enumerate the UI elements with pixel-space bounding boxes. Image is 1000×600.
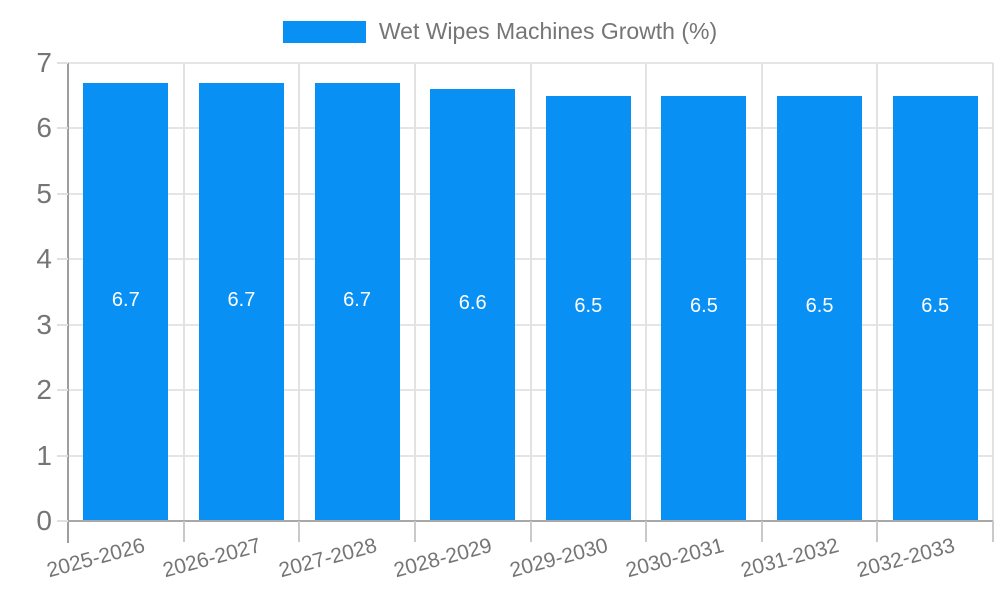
y-axis-tick-label: 2 xyxy=(36,374,52,406)
bar-value-label: 6.5 xyxy=(690,295,718,318)
v-gridline xyxy=(645,63,648,521)
y-axis-tick xyxy=(57,258,68,261)
x-axis-tick xyxy=(645,521,648,542)
bar-2027-2028[interactable] xyxy=(314,82,400,521)
x-axis-tick-label: 2031-2032 xyxy=(738,534,842,583)
v-gridline xyxy=(992,63,994,521)
bar-2028-2029[interactable] xyxy=(430,89,516,521)
legend-label: Wet Wipes Machines Growth (%) xyxy=(378,18,718,44)
x-axis-tick-label: 2026-2027 xyxy=(160,534,264,583)
y-axis-tick xyxy=(57,323,68,326)
v-gridline xyxy=(413,63,416,521)
x-axis-tick xyxy=(876,521,879,542)
y-axis-tick xyxy=(57,454,68,457)
x-axis-tick xyxy=(992,521,994,542)
y-axis-tick xyxy=(57,520,68,522)
y-axis-tick-label: 7 xyxy=(36,47,52,78)
y-axis-tick-label: 4 xyxy=(36,243,52,275)
v-gridline xyxy=(182,63,185,521)
x-axis-tick-label: 2032-2033 xyxy=(854,534,958,583)
x-axis-tick-label: 2025-2026 xyxy=(44,534,148,583)
x-axis-tick-label: 2029-2030 xyxy=(507,534,611,583)
x-axis-tick-label: 2028-2029 xyxy=(391,534,495,583)
bar-value-label: 6.5 xyxy=(805,295,834,318)
bar-2032-2033[interactable] xyxy=(892,95,978,521)
x-axis-tick-label: 2030-2031 xyxy=(622,534,726,583)
legend-item[interactable]: Wet Wipes Machines Growth (%) xyxy=(282,18,718,45)
chart-legend: Wet Wipes Machines Growth (%) xyxy=(0,18,1000,45)
plot-area: 6.7 6.7 6.7 6.6 6.5 6.5 6.5 6.5 xyxy=(68,62,994,521)
y-axis-tick xyxy=(57,127,68,130)
y-axis-tick xyxy=(57,62,68,64)
bar-value-label: 6.7 xyxy=(343,288,371,311)
bar-2025-2026[interactable] xyxy=(83,82,169,521)
bar-value-label: 6.5 xyxy=(921,295,950,318)
bar-2031-2032[interactable] xyxy=(777,95,863,521)
v-gridline xyxy=(298,63,301,521)
bar-2029-2030[interactable] xyxy=(545,95,631,521)
x-axis-tick xyxy=(182,521,185,542)
legend-color-swatch xyxy=(282,20,366,43)
x-axis-tick xyxy=(760,521,763,542)
bar-value-label: 6.5 xyxy=(574,295,603,318)
bar-value-label: 6.6 xyxy=(458,292,487,315)
y-axis-tick xyxy=(57,389,68,392)
x-axis-tick xyxy=(298,521,301,542)
x-axis-tick xyxy=(529,521,532,542)
bar-value-label: 6.7 xyxy=(111,288,140,311)
y-axis-tick-label: 1 xyxy=(36,439,52,471)
y-axis-tick-label: 0 xyxy=(36,505,52,536)
y-axis-line xyxy=(67,63,69,543)
v-gridline xyxy=(760,63,763,521)
y-axis-tick-label: 6 xyxy=(36,112,52,144)
x-axis-tick-label: 2027-2028 xyxy=(276,534,380,583)
bar-2026-2027[interactable] xyxy=(198,82,284,521)
y-axis-tick-label: 3 xyxy=(36,308,52,340)
x-axis-tick xyxy=(413,521,416,542)
bar-2030-2031[interactable] xyxy=(661,95,747,521)
v-gridline xyxy=(529,63,532,521)
y-axis-tick xyxy=(57,192,68,195)
v-gridline xyxy=(876,63,879,521)
y-axis-tick-label: 5 xyxy=(36,177,52,209)
bar-value-label: 6.7 xyxy=(227,288,256,311)
